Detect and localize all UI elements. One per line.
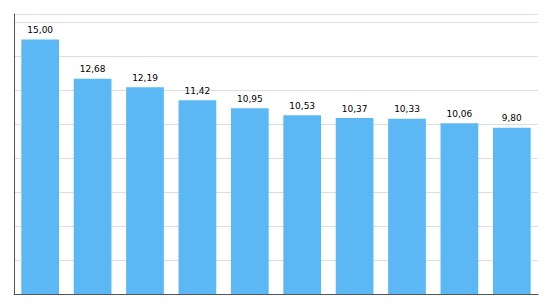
- svg-text:12,19: 12,19: [132, 73, 158, 83]
- svg-text:10,53: 10,53: [289, 101, 315, 111]
- svg-text:10,33: 10,33: [394, 104, 420, 114]
- svg-text:12,68: 12,68: [80, 64, 106, 74]
- svg-text:9,80: 9,80: [502, 113, 522, 123]
- svg-text:10,06: 10,06: [447, 109, 473, 119]
- svg-text:11,42: 11,42: [185, 86, 211, 96]
- svg-text:10,95: 10,95: [237, 94, 263, 104]
- svg-text:10,37: 10,37: [342, 104, 368, 114]
- svg-text:15,00: 15,00: [27, 25, 53, 35]
